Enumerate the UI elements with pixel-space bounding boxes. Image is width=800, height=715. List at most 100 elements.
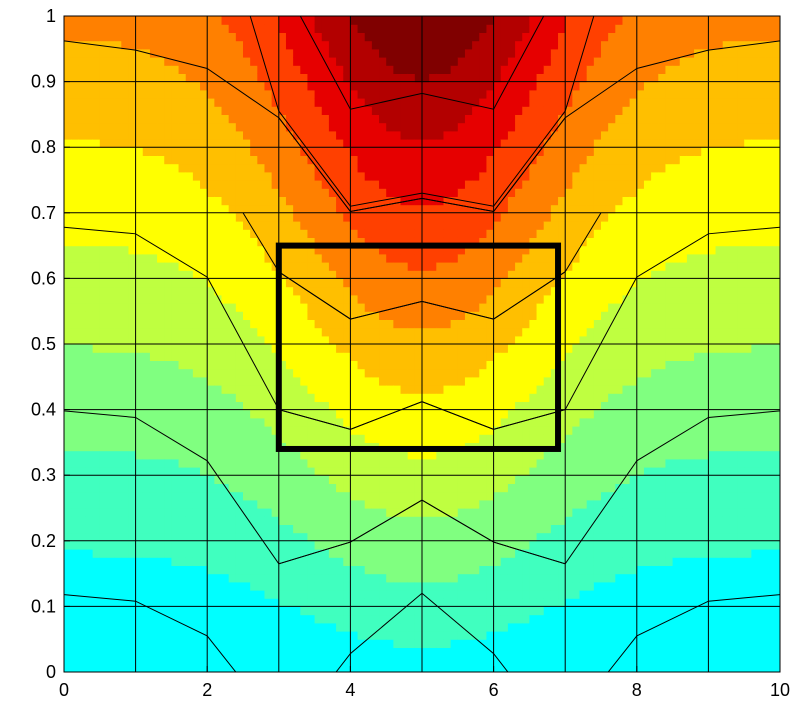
contour-band-cell bbox=[278, 581, 287, 591]
contour-band-cell bbox=[457, 32, 466, 42]
contour-band-cell bbox=[486, 294, 495, 304]
contour-band-cell bbox=[479, 647, 488, 657]
contour-band-cell bbox=[457, 24, 466, 33]
contour-band-cell bbox=[128, 516, 137, 525]
contour-band-cell bbox=[507, 606, 516, 616]
contour-band-cell bbox=[472, 335, 480, 345]
contour-band-cell bbox=[250, 237, 258, 247]
contour-band-cell bbox=[243, 139, 251, 148]
contour-band-cell bbox=[278, 483, 287, 493]
contour-band-cell bbox=[85, 221, 94, 230]
contour-band-cell bbox=[85, 458, 94, 468]
contour-band-cell bbox=[500, 590, 509, 599]
contour-band-cell bbox=[393, 229, 402, 238]
contour-band-cell bbox=[364, 368, 373, 378]
contour-band-cell bbox=[106, 540, 115, 550]
contour-band-cell bbox=[371, 311, 380, 320]
contour-band-cell bbox=[228, 655, 237, 665]
contour-band-cell bbox=[479, 303, 488, 312]
contour-band-cell bbox=[106, 614, 115, 624]
contour-band-cell bbox=[429, 188, 437, 197]
contour-band-cell bbox=[328, 16, 337, 25]
contour-band-cell bbox=[493, 16, 502, 25]
contour-band-cell bbox=[400, 524, 409, 534]
contour-band-cell bbox=[235, 639, 244, 648]
contour-band-cell bbox=[429, 16, 437, 25]
contour-band-cell bbox=[300, 270, 309, 279]
contour-band-cell bbox=[472, 467, 480, 476]
contour-band-cell bbox=[472, 499, 480, 509]
contour-band-cell bbox=[243, 401, 251, 411]
contour-band-cell bbox=[293, 360, 301, 370]
contour-band-cell bbox=[78, 294, 87, 304]
contour-band-cell bbox=[400, 622, 409, 632]
contour-band-cell bbox=[164, 139, 172, 148]
contour-band-cell bbox=[149, 122, 158, 132]
contour-band-cell bbox=[200, 458, 208, 468]
contour-band-cell bbox=[457, 360, 466, 370]
contour-band-cell bbox=[221, 606, 230, 616]
contour-band-cell bbox=[493, 57, 502, 66]
contour-band-cell bbox=[500, 303, 509, 312]
contour-band-cell bbox=[85, 385, 94, 394]
contour-band-cell bbox=[207, 499, 215, 509]
contour-band-cell bbox=[472, 278, 480, 288]
contour-band-cell bbox=[243, 24, 251, 33]
contour-band-cell bbox=[293, 237, 301, 247]
contour-band-cell bbox=[271, 434, 280, 443]
contour-band-cell bbox=[436, 278, 445, 288]
contour-band-cell bbox=[192, 631, 201, 640]
contour-band-cell bbox=[114, 516, 122, 525]
contour-band-cell bbox=[114, 130, 122, 140]
contour-band-cell bbox=[486, 212, 495, 222]
contour-band-cell bbox=[78, 32, 87, 42]
contour-band-cell bbox=[142, 253, 151, 263]
contour-band-cell bbox=[422, 385, 430, 394]
contour-band-cell bbox=[414, 278, 423, 288]
contour-band-cell bbox=[479, 565, 488, 575]
contour-band-cell bbox=[278, 639, 287, 648]
contour-band-cell bbox=[350, 409, 359, 419]
contour-band-cell bbox=[99, 303, 108, 312]
contour-band-cell bbox=[350, 163, 359, 173]
contour-band-cell bbox=[185, 581, 194, 591]
contour-band-cell bbox=[464, 450, 473, 460]
contour-band-cell bbox=[99, 122, 108, 132]
contour-band-cell bbox=[71, 327, 79, 337]
contour-band-cell bbox=[493, 508, 502, 517]
contour-band-cell bbox=[178, 442, 187, 452]
contour-band-cell bbox=[257, 508, 266, 517]
contour-band-cell bbox=[235, 409, 244, 419]
contour-band-cell bbox=[486, 311, 495, 320]
contour-band-cell bbox=[457, 581, 466, 591]
contour-band-cell bbox=[414, 549, 423, 558]
contour-band-cell bbox=[414, 475, 423, 484]
contour-band-cell bbox=[357, 598, 366, 607]
contour-band-cell bbox=[142, 163, 151, 173]
contour-band-cell bbox=[328, 368, 337, 378]
contour-band-cell bbox=[106, 622, 115, 632]
contour-band-cell bbox=[350, 139, 359, 148]
contour-band-cell bbox=[85, 188, 94, 197]
contour-band-cell bbox=[307, 311, 316, 320]
contour-band-cell bbox=[200, 475, 208, 484]
contour-band-cell bbox=[457, 303, 466, 312]
contour-band-cell bbox=[307, 475, 316, 484]
contour-band-cell bbox=[479, 335, 488, 345]
contour-band-cell bbox=[400, 663, 409, 672]
contour-band-cell bbox=[85, 393, 94, 402]
contour-band-cell bbox=[243, 40, 251, 50]
contour-band-cell bbox=[235, 319, 244, 329]
contour-band-cell bbox=[164, 516, 172, 525]
contour-band-cell bbox=[300, 204, 309, 214]
contour-band-cell bbox=[443, 114, 452, 124]
contour-band-cell bbox=[135, 417, 144, 427]
contour-band-cell bbox=[314, 475, 323, 484]
contour-band-cell bbox=[142, 147, 151, 156]
contour-band-cell bbox=[135, 221, 144, 230]
contour-band-cell bbox=[379, 663, 387, 672]
contour-band-cell bbox=[400, 16, 409, 25]
contour-band-cell bbox=[164, 524, 172, 534]
contour-band-cell bbox=[192, 253, 201, 263]
contour-band-cell bbox=[443, 622, 452, 632]
